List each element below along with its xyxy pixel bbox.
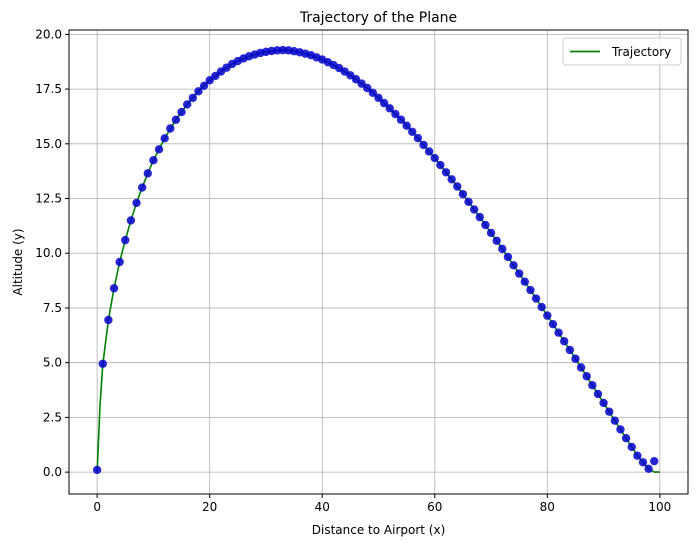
legend-label-trajectory: Trajectory — [611, 45, 671, 59]
data-point — [374, 93, 383, 103]
data-point — [430, 153, 439, 163]
data-point — [104, 315, 113, 325]
data-point — [391, 109, 400, 119]
data-point — [633, 451, 642, 460]
data-point — [171, 115, 181, 124]
data-point — [650, 456, 659, 466]
legend-box — [562, 37, 682, 66]
data-point — [402, 121, 411, 130]
data-point — [385, 104, 394, 113]
x-tick-label: 100 — [648, 500, 671, 514]
y-axis-label: Altitude (y) — [11, 228, 25, 295]
data-point — [576, 363, 586, 372]
y-tick-label: 20.0 — [35, 27, 62, 41]
y-tick-label: 5.0 — [43, 356, 62, 370]
data-point — [599, 398, 608, 408]
data-point — [121, 235, 130, 245]
data-point — [503, 252, 513, 262]
ticks: 0 20 40 60 80 100 0.0 2.5 5.0 7.5 10.0 12.5 15.0 17.5… — [35, 27, 671, 514]
data-point — [543, 311, 552, 320]
x-tick-label: 0 — [93, 500, 101, 514]
data-point — [582, 372, 591, 381]
data-point — [137, 183, 147, 192]
data-point — [143, 169, 152, 178]
data-point — [526, 285, 535, 295]
data-point — [424, 147, 434, 156]
data-point — [408, 127, 417, 136]
chart-title: Trajectory of the Plane — [299, 10, 457, 26]
data-point — [177, 107, 186, 117]
data-point — [469, 205, 479, 214]
data-point — [537, 302, 546, 312]
data-point — [588, 381, 597, 390]
data-point — [188, 93, 197, 103]
data-point — [363, 83, 372, 93]
y-tick-label: 2.5 — [43, 410, 62, 424]
data-point — [498, 244, 507, 254]
data-point — [560, 337, 569, 346]
x-tick-label: 60 — [427, 500, 442, 514]
data-point — [610, 416, 620, 425]
x-tick-label: 40 — [315, 500, 330, 514]
data-point — [154, 145, 164, 154]
data-point — [92, 465, 102, 475]
data-point — [199, 81, 209, 91]
data-point — [486, 228, 496, 238]
data-point — [413, 133, 423, 143]
data-point — [548, 319, 558, 329]
data-point — [565, 345, 575, 355]
data-point — [182, 100, 192, 109]
y-tick-label: 10.0 — [35, 246, 62, 260]
y-tick-label: 17.5 — [35, 82, 62, 96]
data-point — [379, 98, 389, 108]
data-point — [605, 407, 614, 416]
data-point — [481, 220, 490, 230]
data-point — [593, 389, 603, 399]
x-axis-label: Distance to Airport (x) — [312, 523, 446, 537]
data-point — [441, 168, 451, 177]
data-point — [115, 257, 124, 267]
y-tick-label: 12.5 — [35, 192, 62, 206]
y-tick-label: 7.5 — [43, 301, 62, 315]
data-point — [419, 140, 428, 150]
data-point — [436, 160, 445, 170]
data-point — [126, 216, 136, 225]
data-point — [453, 182, 462, 191]
data-point — [149, 156, 158, 165]
data-point — [160, 134, 169, 143]
data-point — [531, 294, 541, 303]
data-point — [194, 87, 203, 96]
data-point — [638, 458, 648, 467]
y-tick-label: 15.0 — [35, 137, 62, 151]
legend: Trajectory — [562, 37, 682, 66]
data-point — [166, 124, 175, 133]
x-tick-label: 20 — [202, 500, 217, 514]
data-point — [571, 354, 580, 363]
data-point — [132, 198, 141, 208]
data-point — [520, 277, 530, 286]
data-point — [368, 88, 378, 98]
plot-frame — [68, 29, 689, 495]
x-tick-label: 80 — [540, 500, 555, 514]
data-point — [475, 212, 484, 222]
data-point — [509, 261, 518, 270]
data-point — [98, 359, 107, 368]
data-point — [492, 236, 501, 245]
data-point — [514, 269, 524, 278]
data-point — [447, 175, 456, 184]
y-tick-label: 0.0 — [43, 465, 62, 479]
data-layer — [92, 45, 660, 475]
grid — [69, 30, 688, 494]
data-point — [554, 328, 563, 337]
data-point — [464, 197, 473, 207]
data-point — [109, 284, 119, 293]
data-point — [396, 115, 406, 124]
data-point — [458, 189, 468, 199]
data-point — [621, 433, 631, 443]
data-point — [616, 425, 625, 434]
data-point — [644, 464, 653, 474]
data-point — [627, 442, 636, 452]
